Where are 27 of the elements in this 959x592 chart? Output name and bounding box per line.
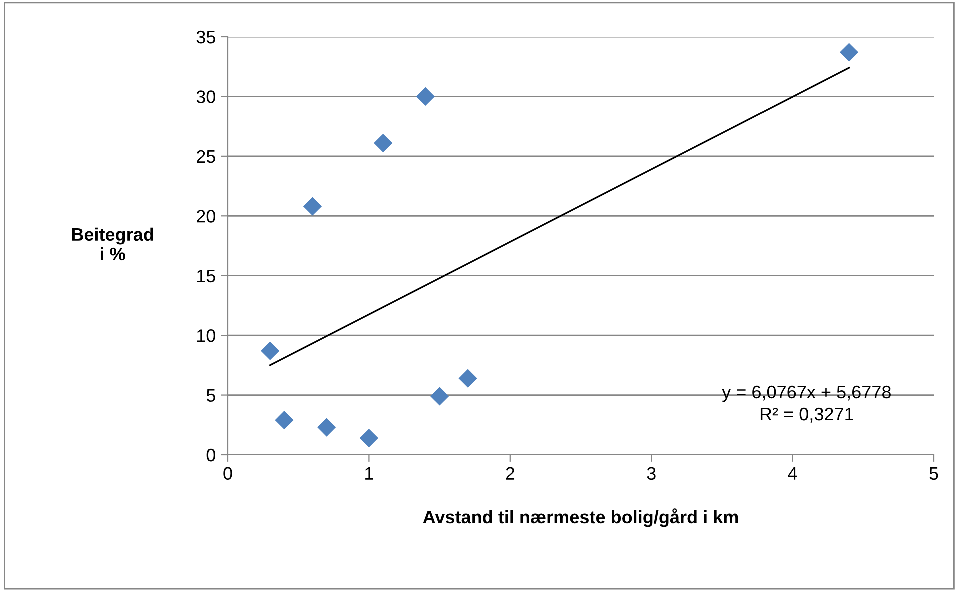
x-axis-title: Avstand til nærmeste bolig/gård i km — [423, 508, 738, 528]
point — [416, 87, 435, 106]
point — [840, 43, 859, 62]
y-tick-label: 0 — [206, 448, 216, 462]
x-tick-label: 5 — [930, 467, 938, 480]
x-tick-label: 0 — [224, 467, 232, 480]
point — [261, 342, 280, 360]
y-tick-label: 10 — [197, 330, 216, 342]
y-tick-label: 5 — [206, 389, 216, 402]
y-tick-label: 30 — [196, 90, 216, 104]
y-axis-title: Beitegrad i % — [72, 228, 154, 261]
point — [458, 369, 478, 388]
x-tick-label: 3 — [647, 467, 656, 480]
x-tick-label: 2 — [506, 467, 515, 480]
point — [318, 418, 336, 437]
y-tick-label: 20 — [197, 210, 216, 223]
point — [430, 387, 450, 406]
point — [303, 197, 322, 216]
y-tick-label: 15 — [197, 270, 216, 283]
x-tick-label: 4 — [788, 467, 798, 480]
point — [275, 411, 294, 430]
point — [360, 428, 379, 448]
point — [374, 134, 393, 153]
x-tick-label: 1 — [366, 467, 374, 480]
y-tick-label: 25 — [197, 150, 216, 164]
annotation: y = 6,0767x + 5,6778 R² = 0,3271 — [722, 386, 891, 423]
y-tick-label: 35 — [196, 30, 216, 44]
